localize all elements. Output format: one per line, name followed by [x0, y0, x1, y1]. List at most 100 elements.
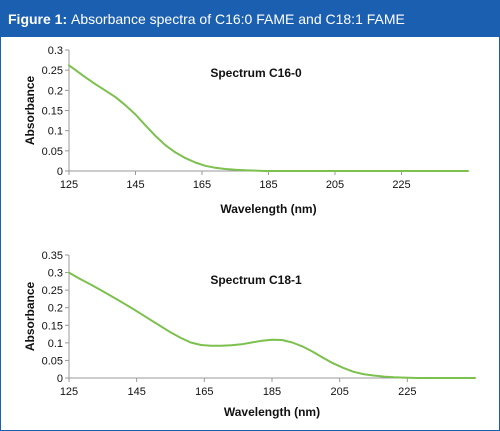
y-tick-label: 0: [57, 373, 63, 385]
data-point: [200, 344, 202, 346]
x-axis-label: Wavelength (nm): [220, 202, 316, 216]
x-tick-label: 205: [330, 386, 348, 398]
data-point: [154, 135, 157, 137]
x-tick-label: 225: [392, 179, 410, 191]
y-tick-label: 0: [57, 166, 63, 178]
data-point: [372, 374, 375, 377]
x-tick-label: 145: [126, 179, 144, 191]
data-point: [251, 341, 253, 344]
figure-header: Figure 1: Absorbance spectra of C16:0 FA…: [1, 1, 499, 37]
data-point: [129, 306, 131, 308]
y-axis-label: Absorbance: [23, 282, 37, 352]
x-axis-label: Wavelength (nm): [224, 405, 320, 419]
data-point: [291, 341, 293, 344]
y-tick-label: 0.05: [42, 146, 63, 158]
data-point: [271, 339, 273, 341]
x-tick-label: 125: [60, 386, 78, 398]
data-point: [351, 170, 353, 172]
data-point: [88, 283, 90, 285]
data-point: [180, 337, 182, 339]
data-point: [134, 113, 137, 116]
data-point: [384, 170, 386, 172]
data-point: [450, 170, 452, 172]
data-point: [403, 377, 405, 379]
y-tick-label: 0.15: [42, 106, 63, 118]
data-point: [85, 76, 87, 79]
data-point: [474, 377, 476, 379]
data-point: [124, 104, 127, 106]
x-tick-label: 185: [263, 386, 281, 398]
data-point: [274, 170, 276, 172]
series-line: [68, 64, 469, 172]
data-point: [204, 165, 206, 167]
x-tick-label: 185: [259, 179, 277, 191]
data-point: [144, 124, 147, 127]
data-point: [234, 169, 236, 171]
x-tick-label: 165: [195, 386, 213, 398]
data-point: [224, 168, 226, 170]
data-point: [119, 300, 121, 302]
data-point: [210, 345, 212, 347]
figure-label: Figure 1:: [8, 11, 68, 27]
x-tick-label: 165: [193, 179, 211, 191]
data-point: [244, 169, 246, 171]
data-point: [139, 312, 141, 314]
x-tick-label: 205: [326, 179, 344, 191]
chart-c18: 0 0.05 0.1 0.15 0.2 0.25 0.3 0.35 125 145 165 185 20…: [1, 238, 499, 428]
y-tick-label: 0.1: [48, 126, 63, 138]
x-tick-label: 145: [127, 386, 145, 398]
data-point: [214, 167, 216, 169]
y-tick-label: 0.3: [48, 45, 63, 57]
chart-c16-svg: 0 0.05 0.1 0.15 0.2 0.25 0.3 125 145 165 185 205 225…: [23, 45, 469, 216]
data-point: [261, 340, 263, 342]
x-tick-label: 125: [60, 179, 78, 191]
data-point: [68, 271, 70, 274]
chart-c18-svg: 0 0.05 0.1 0.15 0.2 0.25 0.3 0.35 125 145 165 185 20…: [23, 250, 476, 419]
y-tick-label: 0.05: [42, 355, 63, 367]
data-point: [443, 377, 446, 379]
spectrum-title: Spectrum C16-0: [210, 66, 302, 80]
data-point: [457, 377, 459, 379]
data-point: [430, 377, 432, 379]
y-tick-label: 0.2: [48, 85, 63, 97]
y-tick-label: 0.1: [48, 338, 63, 350]
data-point: [174, 151, 176, 154]
data-point: [264, 170, 266, 172]
y-tick-label: 0.25: [42, 285, 63, 297]
series-line: [68, 271, 476, 379]
data-point: [169, 331, 172, 333]
spectrum-title: Spectrum C18-1: [210, 273, 302, 287]
data-point: [78, 277, 80, 280]
data-point: [332, 362, 334, 364]
figure-title: Absorbance spectra of C16:0 FAME and C18…: [71, 11, 405, 27]
data-point: [184, 157, 186, 159]
y-tick-label: 0.3: [48, 268, 63, 280]
data-point: [68, 64, 70, 66]
y-tick-label: 0.2: [48, 303, 63, 315]
data-point: [114, 96, 117, 98]
data-point: [317, 170, 319, 172]
data-point: [467, 170, 469, 172]
data-point: [220, 345, 222, 347]
chart-c16: 0 0.05 0.1 0.15 0.2 0.25 0.3 125 145 165 185 205 225…: [1, 38, 499, 223]
data-point: [312, 351, 314, 353]
data-point: [164, 144, 167, 146]
data-point: [190, 341, 192, 344]
data-point: [98, 288, 101, 291]
data-point: [352, 371, 354, 373]
data-point: [416, 377, 419, 379]
y-tick-label: 0.15: [42, 320, 63, 332]
data-point: [393, 376, 395, 378]
data-point: [254, 169, 256, 172]
y-tick-label: 0.35: [42, 250, 63, 262]
data-point: [194, 161, 196, 164]
data-point: [149, 319, 151, 321]
data-point: [342, 367, 344, 369]
data-point: [109, 294, 111, 296]
data-point: [383, 375, 385, 378]
data-point: [104, 90, 107, 92]
data-point: [281, 339, 283, 341]
x-tick-label: 225: [398, 386, 416, 398]
data-point: [284, 170, 286, 172]
